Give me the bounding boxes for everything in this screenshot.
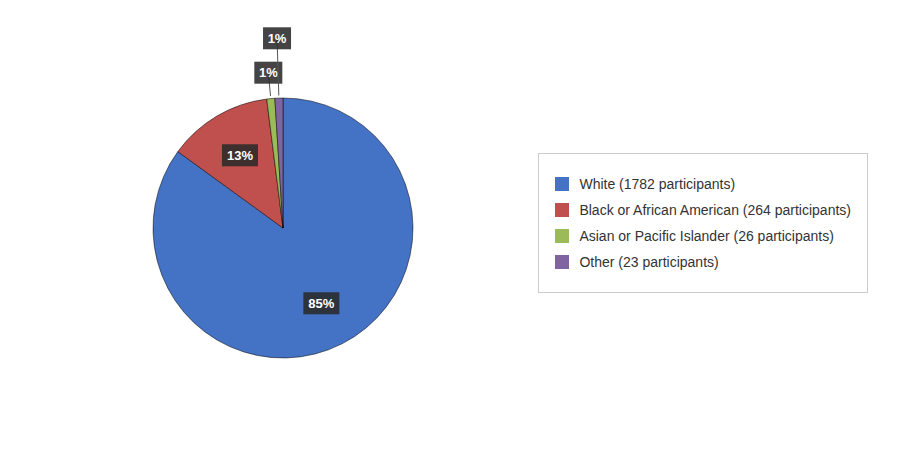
svg-text:1%: 1%: [268, 31, 287, 46]
svg-text:1%: 1%: [259, 65, 278, 80]
html-text:Asian or Pacific Islander (26: Asian or Pacific Islander (26 participan…: [579, 228, 834, 244]
html-text:Other (23 participants): Other (23 participants): [579, 254, 719, 270]
svg-text:85%: 85%: [308, 296, 334, 311]
html-text:Black or African American (264: Black or African American (264 participa…: [579, 202, 851, 218]
svg-text:13%: 13%: [227, 148, 253, 163]
html-text:White (1782 participants): White (1782 participants): [579, 176, 736, 192]
